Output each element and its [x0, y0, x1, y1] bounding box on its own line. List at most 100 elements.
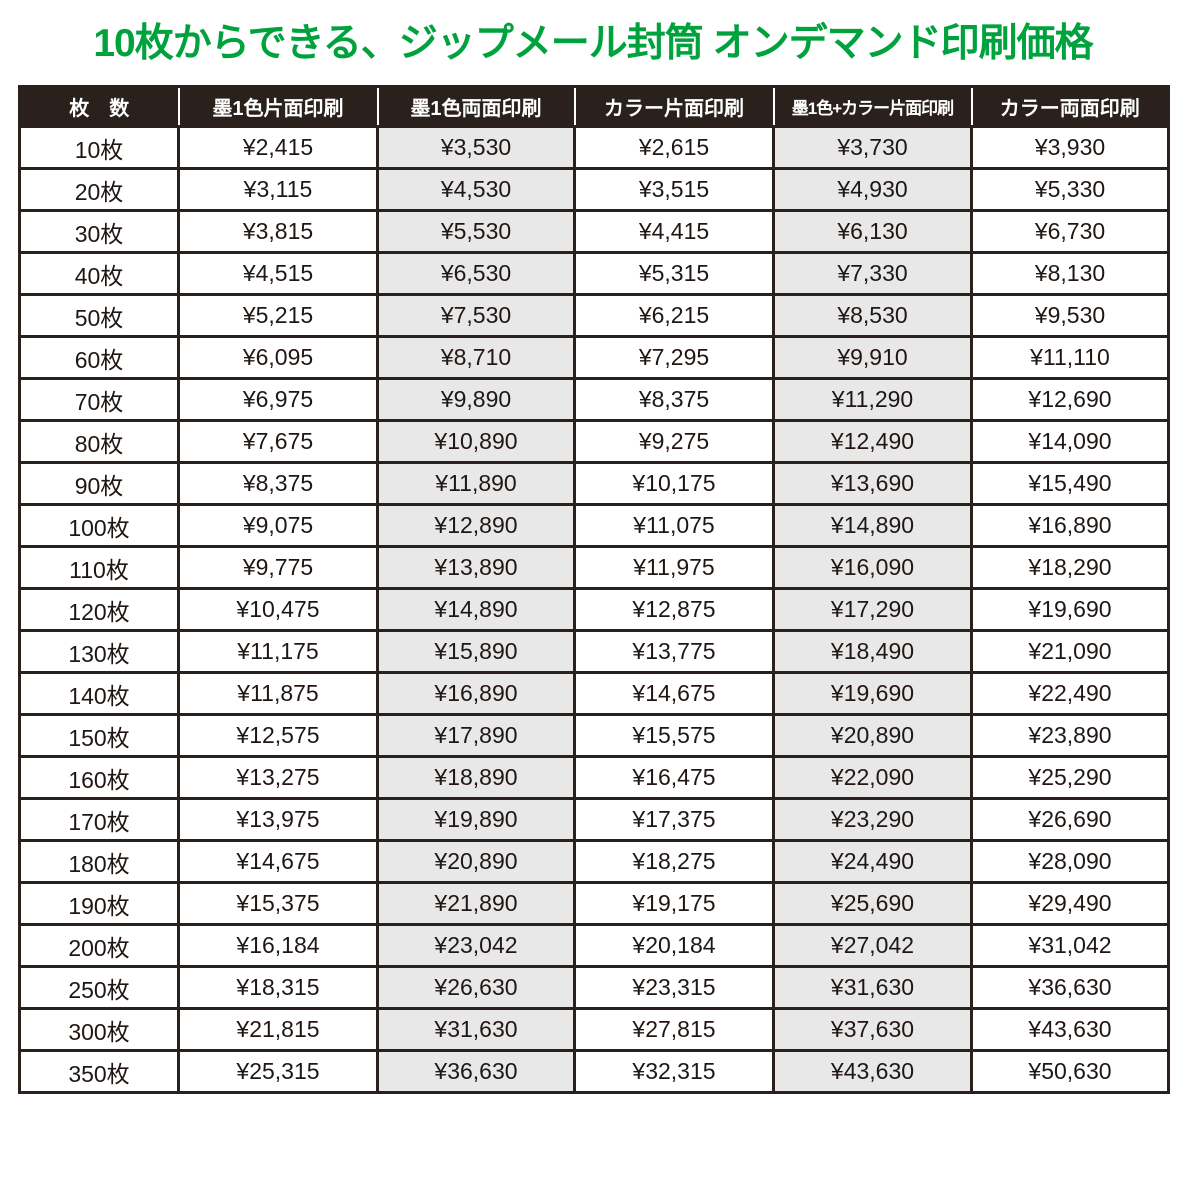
- page-title: 10枚からできる、ジップメール封筒 オンデマンド印刷価格: [93, 22, 1093, 65]
- price-cell: ¥15,375: [177, 881, 379, 926]
- price-cell: ¥3,815: [177, 209, 379, 254]
- price-cell: ¥9,910: [772, 335, 973, 380]
- price-cell: ¥7,530: [376, 293, 576, 338]
- table-row: 100枚 ¥9,075 ¥12,890 ¥11,075 ¥14,890 ¥16,890: [18, 503, 1170, 548]
- price-cell: ¥23,890: [970, 713, 1170, 758]
- price-cell: ¥4,515: [177, 251, 379, 296]
- price-cell: ¥14,090: [970, 419, 1170, 464]
- quantity-cell: 60枚: [18, 335, 180, 380]
- price-cell: ¥4,415: [573, 209, 775, 254]
- price-cell: ¥23,042: [376, 923, 576, 968]
- price-cell: ¥5,215: [177, 293, 379, 338]
- column-header-black1-single-side: 墨1色片面印刷: [177, 86, 378, 127]
- price-cell: ¥16,890: [376, 671, 576, 716]
- price-cell: ¥16,090: [772, 545, 973, 590]
- table-row: 10枚 ¥2,415 ¥3,530 ¥2,615 ¥3,730 ¥3,930: [18, 125, 1170, 170]
- table-row: 70枚 ¥6,975 ¥9,890 ¥8,375 ¥11,290 ¥12,690: [18, 377, 1170, 422]
- quantity-cell: 50枚: [18, 293, 180, 338]
- price-cell: ¥28,090: [970, 839, 1170, 884]
- price-cell: ¥18,290: [970, 545, 1170, 590]
- price-cell: ¥18,490: [772, 629, 973, 674]
- price-cell: ¥22,490: [970, 671, 1170, 716]
- price-cell: ¥3,115: [177, 167, 379, 212]
- table-row: 300枚 ¥21,815 ¥31,630 ¥27,815 ¥37,630 ¥43,630: [18, 1007, 1170, 1052]
- price-cell: ¥25,315: [177, 1049, 379, 1094]
- quantity-cell: 350枚: [18, 1049, 180, 1094]
- quantity-cell: 130枚: [18, 629, 180, 674]
- price-cell: ¥4,930: [772, 167, 973, 212]
- price-cell: ¥31,042: [970, 923, 1170, 968]
- price-table-header: 枚 数 墨1色片面印刷 墨1色両面印刷 カラー片面印刷 墨1色+カラー片面印刷 …: [19, 86, 1169, 127]
- column-header-black1-double-side: 墨1色両面印刷: [376, 86, 575, 127]
- column-header-color-double-side: カラー両面印刷: [970, 86, 1169, 127]
- table-row: 190枚 ¥15,375 ¥21,890 ¥19,175 ¥25,690 ¥29,490: [18, 881, 1170, 926]
- price-cell: ¥16,184: [177, 923, 379, 968]
- price-cell: ¥14,890: [772, 503, 973, 548]
- price-cell: ¥11,175: [177, 629, 379, 674]
- quantity-cell: 120枚: [18, 587, 180, 632]
- price-cell: ¥31,630: [376, 1007, 576, 1052]
- price-cell: ¥37,630: [772, 1007, 973, 1052]
- price-cell: ¥29,490: [970, 881, 1170, 926]
- header-row: 枚 数 墨1色片面印刷 墨1色両面印刷 カラー片面印刷 墨1色+カラー片面印刷 …: [19, 86, 1169, 127]
- price-cell: ¥19,175: [573, 881, 775, 926]
- table-row: 250枚 ¥18,315 ¥26,630 ¥23,315 ¥31,630 ¥36,630: [18, 965, 1170, 1010]
- price-cell: ¥5,330: [970, 167, 1170, 212]
- quantity-cell: 100枚: [18, 503, 180, 548]
- quantity-cell: 80枚: [18, 419, 180, 464]
- quantity-cell: 70枚: [18, 377, 180, 422]
- price-cell: ¥10,890: [376, 419, 576, 464]
- price-cell: ¥15,890: [376, 629, 576, 674]
- price-cell: ¥14,675: [573, 671, 775, 716]
- price-cell: ¥20,184: [573, 923, 775, 968]
- quantity-cell: 150枚: [18, 713, 180, 758]
- price-cell: ¥36,630: [376, 1049, 576, 1094]
- quantity-cell: 300枚: [18, 1007, 180, 1052]
- price-cell: ¥26,630: [376, 965, 576, 1010]
- table-row: 40枚 ¥4,515 ¥6,530 ¥5,315 ¥7,330 ¥8,130: [18, 251, 1170, 296]
- price-cell: ¥18,890: [376, 755, 576, 800]
- price-cell: ¥7,295: [573, 335, 775, 380]
- quantity-cell: 160枚: [18, 755, 180, 800]
- price-cell: ¥17,290: [772, 587, 973, 632]
- column-header-black1-plus-color-single-side: 墨1色+カラー片面印刷: [772, 86, 972, 127]
- price-cell: ¥3,515: [573, 167, 775, 212]
- quantity-cell: 140枚: [18, 671, 180, 716]
- price-cell: ¥15,490: [970, 461, 1170, 506]
- price-cell: ¥13,690: [772, 461, 973, 506]
- price-cell: ¥4,530: [376, 167, 576, 212]
- table-row: 110枚 ¥9,775 ¥13,890 ¥11,975 ¥16,090 ¥18,290: [18, 545, 1170, 590]
- price-cell: ¥14,890: [376, 587, 576, 632]
- price-table: 枚 数 墨1色片面印刷 墨1色両面印刷 カラー片面印刷 墨1色+カラー片面印刷 …: [18, 85, 1170, 1094]
- quantity-cell: 190枚: [18, 881, 180, 926]
- price-cell: ¥9,530: [970, 293, 1170, 338]
- table-row: 140枚 ¥11,875 ¥16,890 ¥14,675 ¥19,690 ¥22,490: [18, 671, 1170, 716]
- price-cell: ¥11,975: [573, 545, 775, 590]
- price-cell: ¥22,090: [772, 755, 973, 800]
- price-cell: ¥20,890: [376, 839, 576, 884]
- table-row: 20枚 ¥3,115 ¥4,530 ¥3,515 ¥4,930 ¥5,330: [18, 167, 1170, 212]
- column-header-color-single-side: カラー片面印刷: [573, 86, 774, 127]
- price-cell: ¥21,815: [177, 1007, 379, 1052]
- price-cell: ¥8,530: [772, 293, 973, 338]
- price-cell: ¥3,730: [772, 125, 973, 170]
- price-cell: ¥13,775: [573, 629, 775, 674]
- table-row: 50枚 ¥5,215 ¥7,530 ¥6,215 ¥8,530 ¥9,530: [18, 293, 1170, 338]
- price-cell: ¥17,375: [573, 797, 775, 842]
- price-cell: ¥11,290: [772, 377, 973, 422]
- price-table-body: 10枚 ¥2,415 ¥3,530 ¥2,615 ¥3,730 ¥3,930 20枚 ¥3,1…: [18, 125, 1170, 1094]
- price-cell: ¥16,890: [970, 503, 1170, 548]
- table-row: 350枚 ¥25,315 ¥36,630 ¥32,315 ¥43,630 ¥50,630: [18, 1049, 1170, 1094]
- price-cell: ¥12,575: [177, 713, 379, 758]
- price-cell: ¥9,775: [177, 545, 379, 590]
- table-row: 150枚 ¥12,575 ¥17,890 ¥15,575 ¥20,890 ¥23,890: [18, 713, 1170, 758]
- price-cell: ¥11,110: [970, 335, 1170, 380]
- price-cell: ¥16,475: [573, 755, 775, 800]
- price-cell: ¥8,130: [970, 251, 1170, 296]
- price-cell: ¥25,290: [970, 755, 1170, 800]
- price-cell: ¥15,575: [573, 713, 775, 758]
- price-cell: ¥23,290: [772, 797, 973, 842]
- price-cell: ¥9,890: [376, 377, 576, 422]
- price-cell: ¥8,375: [177, 461, 379, 506]
- price-cell: ¥27,815: [573, 1007, 775, 1052]
